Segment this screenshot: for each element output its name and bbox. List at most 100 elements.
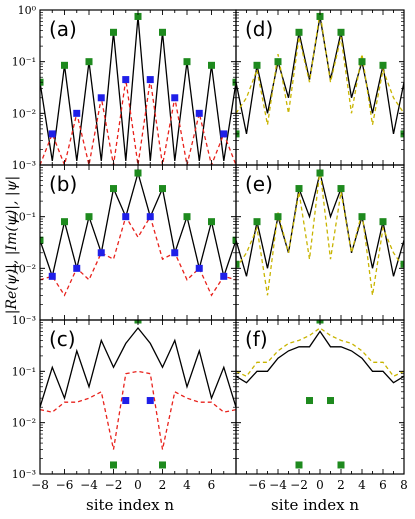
series-line-solid-black [236,330,404,384]
y-tick-label: 10⁻³ [12,314,36,327]
x-tick-label: 2 [337,478,345,492]
y-tick-label: 10⁻³ [12,468,36,481]
marker-green [295,28,303,36]
x-tick-label: 6 [379,478,387,492]
panel-letter: (b) [49,172,77,196]
panel-letter: (c) [49,327,76,351]
marker-blue [122,213,130,221]
marker-green [85,58,93,66]
marker-green [159,28,166,36]
marker-blue [48,130,56,138]
x-tick-label: 0 [134,478,142,492]
marker-green [208,61,215,69]
y-axis-label: |Re(ψ)|, |Im(ψ)|, |ψ| [4,176,20,315]
marker-green [295,185,303,193]
marker-green [85,213,93,221]
x-tick-label: −4 [269,478,287,492]
marker-green [337,185,345,193]
panel-letter: (f) [245,327,268,351]
marker-green [232,236,236,244]
series-line-dashed-red [40,79,236,165]
marker-green [337,28,345,36]
y-tick-label: 10⁻² [12,107,36,120]
x-tick-label: −8 [31,478,49,492]
marker-blue [73,264,81,272]
marker-green [159,185,166,193]
marker-green [337,461,345,469]
panel-d: (d) [235,9,405,166]
marker-green [274,58,282,66]
marker-green [327,397,334,405]
panel-letter: (e) [245,172,273,196]
series-line-solid-black [40,326,236,408]
marker-green [183,58,191,66]
marker-blue [171,249,179,257]
marker-green [134,169,142,177]
marker-blue [171,94,179,102]
panel-a: (a) 10⁰ 10⁻¹ 10⁻² 10⁻³ [12,4,237,172]
marker-green [183,213,191,221]
panel-b: (b) 10⁻¹ 10⁻² 10⁻³ [12,164,237,327]
marker-green [159,461,166,469]
x-tick-label: −4 [80,478,98,492]
marker-blue [195,264,203,272]
marker-blue [146,76,154,84]
marker-blue [48,272,56,280]
marker-green [400,260,404,268]
marker-green [110,185,117,193]
marker-blue [146,397,154,405]
y-tick-label: 10⁻¹ [12,365,36,378]
marker-green [40,236,44,244]
x-tick-label: −6 [248,478,266,492]
marker-green [61,218,68,226]
x-tick-label: 4 [358,478,366,492]
y-tick-label: 10⁻² [12,262,36,275]
marker-green [295,461,303,469]
marker-green [379,61,387,69]
marker-green [274,213,282,221]
panel-letter: (a) [49,17,77,41]
marker-blue [122,397,130,405]
marker-green [253,218,261,226]
series-line-dashed-red [40,370,236,450]
x-tick-label: 2 [159,478,167,492]
panel-letter: (d) [245,17,273,41]
marker-green [306,397,313,405]
marker-blue [195,109,203,117]
marker-blue [220,130,228,138]
x-tick-label: −2 [290,478,308,492]
x-tick-label: 4 [183,478,191,492]
x-axis-label-left: site index n [86,496,174,514]
panel-e: (e) [235,164,405,321]
panel-c: (c) 10⁻¹ 10⁻² 10⁻³−8 −6 −4 −2 0 2 4 6 [12,319,237,492]
marker-green [379,218,387,226]
y-tick-label: 10⁻³ [12,159,36,172]
marker-green [134,12,142,20]
marker-green [316,169,324,177]
marker-blue [146,213,154,221]
y-tick-label: 10⁻² [12,417,36,430]
x-tick-label: 8 [400,478,408,492]
panel-f: (f) −6 −4 −2 0 2 4 6 8 [235,319,408,492]
marker-green [236,260,240,268]
marker-blue [73,109,81,117]
marker-blue [97,94,105,102]
marker-green [61,61,68,69]
marker-green [358,58,366,66]
y-tick-label: 10⁻¹ [12,56,36,69]
y-tick-label: 10⁻¹ [12,211,36,224]
marker-green [110,461,117,469]
x-tick-label: −6 [56,478,74,492]
x-tick-label: 6 [208,478,216,492]
x-axis-label-right: site index n [271,496,359,514]
marker-blue [97,249,105,257]
marker-blue [220,272,228,280]
marker-green [358,213,366,221]
marker-green [316,12,324,20]
marker-green [110,28,117,36]
marker-blue [122,76,130,84]
x-tick-label: −2 [105,478,123,492]
y-tick-label: 10⁰ [18,4,37,17]
marker-green [253,61,261,69]
